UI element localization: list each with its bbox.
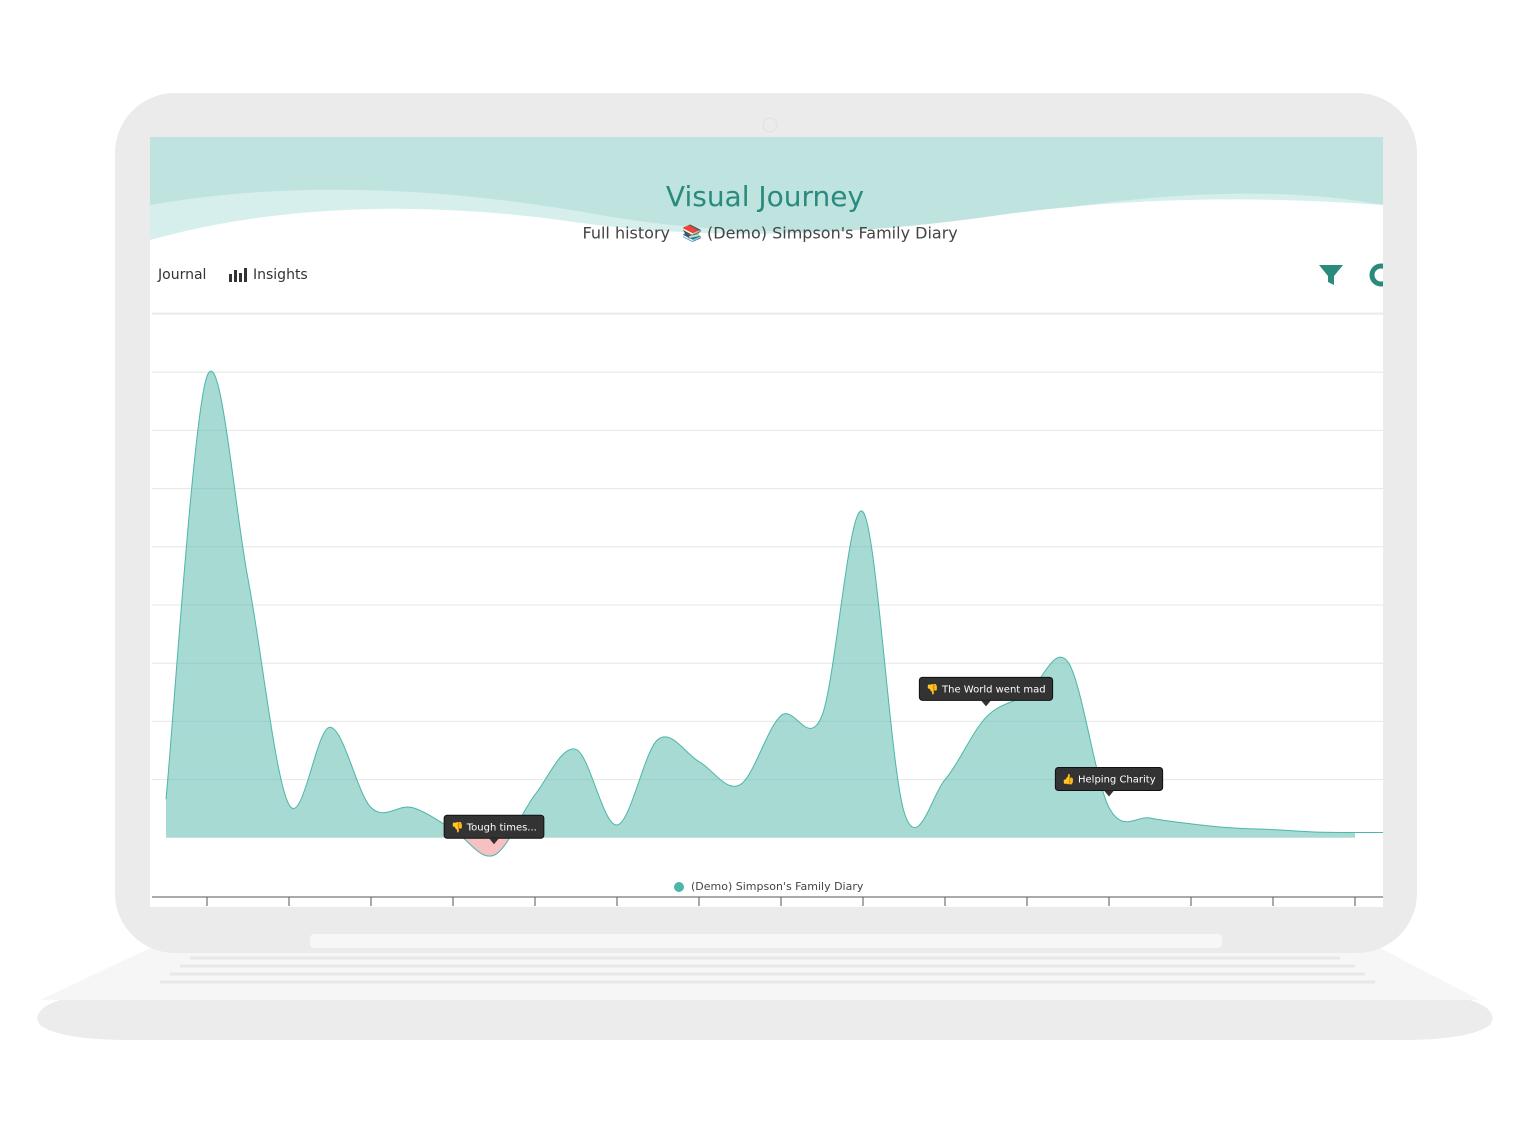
diary-name: 📚 (Demo) Simpson's Family Diary xyxy=(682,224,958,243)
annotation-label: 👎 The World went mad xyxy=(926,683,1045,695)
annotation-label: 👎 Tough times... xyxy=(451,821,537,833)
filter-button[interactable] xyxy=(1319,265,1343,285)
annotation-pointer xyxy=(489,838,499,845)
line xyxy=(165,370,1356,857)
chart: (Demo) Simpson's Family Diary 👎 Tough tim… xyxy=(152,313,1383,906)
laptop-base xyxy=(37,1000,1493,1040)
keyboard xyxy=(160,956,1375,984)
settings-button[interactable] xyxy=(1369,263,1390,287)
annotation: 👎 Tough times... xyxy=(443,814,545,845)
hinge xyxy=(310,934,1222,948)
header-wave xyxy=(150,199,1383,300)
area xyxy=(166,371,1355,838)
subtitle: Full history xyxy=(583,224,670,243)
camera xyxy=(762,117,778,133)
page-title: Visual Journey xyxy=(666,180,864,213)
nav-tab[interactable]: Insights xyxy=(253,267,308,283)
annotation-pointer xyxy=(981,700,991,707)
annotation-label: 👍 Helping Charity xyxy=(1062,773,1155,786)
legend-marker xyxy=(674,882,684,892)
annotation: 👍 Helping Charity xyxy=(1054,767,1164,797)
annotation: 👎 The World went mad xyxy=(918,676,1054,707)
nav-tab[interactable]: Journal xyxy=(157,267,206,283)
insights-icon xyxy=(229,268,247,282)
app: Visual Journey Full history 📚 (Demo) Sim… xyxy=(150,137,1390,906)
legend-label: (Demo) Simpson's Family Diary xyxy=(691,880,864,893)
annotation-pointer xyxy=(1104,790,1114,797)
